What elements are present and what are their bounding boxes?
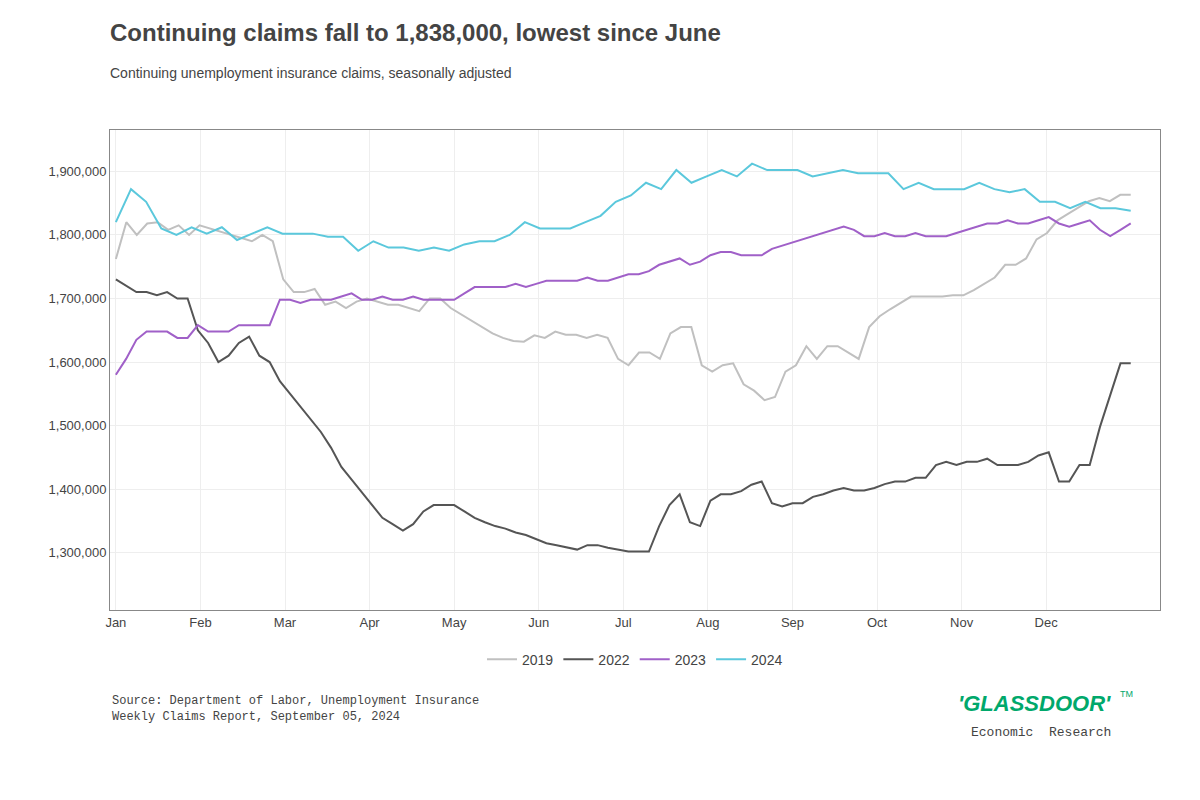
svg-text:2019: 2019 — [522, 652, 553, 668]
svg-text:Apr: Apr — [359, 615, 380, 630]
svg-text:Feb: Feb — [189, 615, 211, 630]
svg-text:May: May — [442, 615, 467, 630]
svg-text:1,700,000: 1,700,000 — [49, 291, 107, 306]
svg-text:Dec: Dec — [1035, 615, 1059, 630]
svg-text:1,500,000: 1,500,000 — [49, 418, 107, 433]
svg-text:2024: 2024 — [751, 652, 782, 668]
svg-text:Oct: Oct — [867, 615, 888, 630]
svg-text:Nov: Nov — [950, 615, 974, 630]
svg-text:Economic Research: Economic Research — [971, 725, 1111, 740]
svg-text:2023: 2023 — [675, 652, 706, 668]
svg-text:Jul: Jul — [615, 615, 632, 630]
svg-text:1,400,000: 1,400,000 — [49, 482, 107, 497]
svg-text:'GLASSDOOR': 'GLASSDOOR' — [958, 691, 1111, 716]
svg-text:Continuing unemployment insura: Continuing unemployment insurance claims… — [110, 65, 512, 81]
svg-text:1,800,000: 1,800,000 — [49, 227, 107, 242]
svg-text:Aug: Aug — [696, 615, 719, 630]
svg-text:1,900,000: 1,900,000 — [49, 164, 107, 179]
svg-text:2022: 2022 — [598, 652, 629, 668]
svg-text:Continuing claims fall to 1,83: Continuing claims fall to 1,838,000, low… — [110, 19, 721, 46]
svg-text:Jun: Jun — [528, 615, 549, 630]
svg-text:1,600,000: 1,600,000 — [49, 355, 107, 370]
svg-text:TM: TM — [1120, 689, 1133, 699]
svg-text:Mar: Mar — [274, 615, 297, 630]
svg-text:Source: Department of Labor, U: Source: Department of Labor, Unemploymen… — [112, 694, 479, 724]
svg-text:Jan: Jan — [105, 615, 126, 630]
svg-text:1,300,000: 1,300,000 — [49, 545, 107, 560]
svg-text:Sep: Sep — [781, 615, 804, 630]
